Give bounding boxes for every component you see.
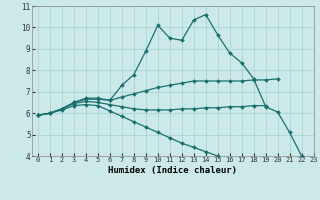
X-axis label: Humidex (Indice chaleur): Humidex (Indice chaleur) — [108, 166, 237, 175]
